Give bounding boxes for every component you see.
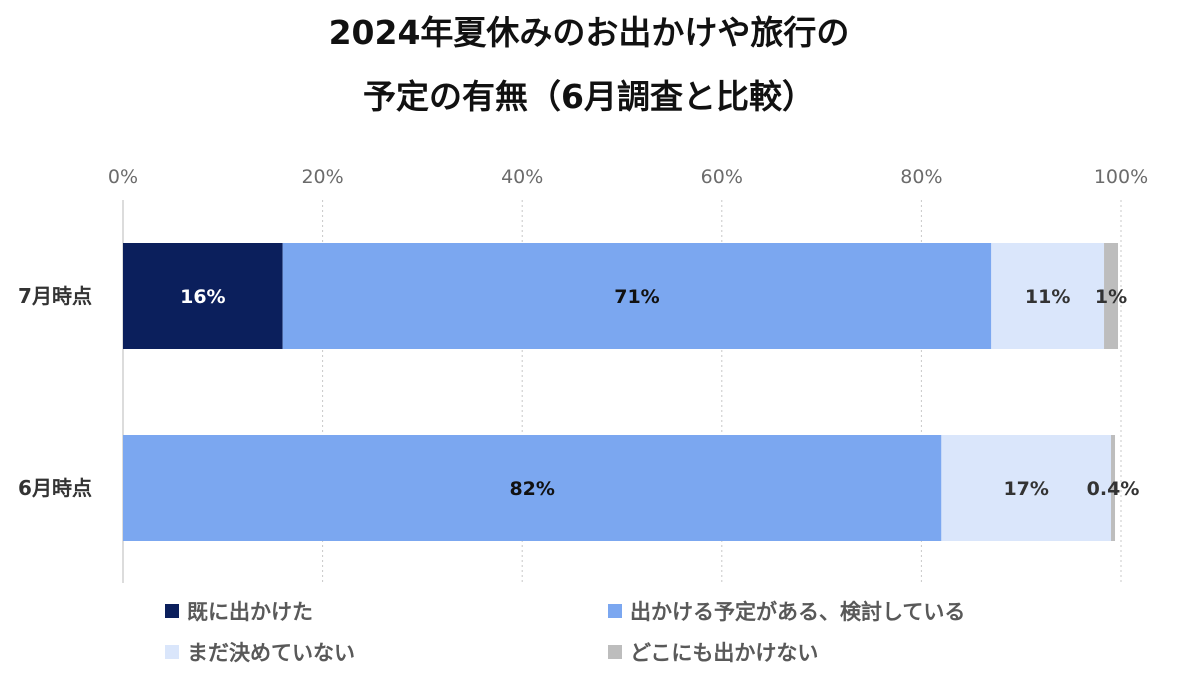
x-axis-tick-labels: 0% 20% 40% 60% 80% 100% — [108, 166, 1148, 188]
chart-title: 2024年夏休みのお出かけや旅行の 予定の有無（6月調査と比較） — [329, 13, 850, 116]
bar-0-1 — [282, 243, 992, 349]
x-tick-label-4: 80% — [900, 166, 942, 188]
chart-title-line-2: 予定の有無（6月調査と比較） — [363, 77, 815, 116]
legend-swatch-1 — [608, 604, 622, 618]
x-tick-label-2: 40% — [501, 166, 543, 188]
bar-0-0 — [123, 243, 283, 349]
data-label-1-1: 82% — [509, 478, 554, 500]
data-label-1-3: 0.4% — [1087, 478, 1140, 500]
x-tick-label-5: 100% — [1094, 166, 1148, 188]
category-labels: 7月時点 6月時点 — [18, 284, 92, 500]
category-label-1: 6月時点 — [18, 476, 92, 500]
bar-1-3 — [1111, 435, 1116, 541]
legend-label-1: 出かける予定がある、検討している — [630, 600, 965, 624]
legend-swatch-3 — [608, 645, 622, 659]
bar-0-3 — [1104, 243, 1119, 349]
bars — [123, 243, 1119, 541]
legend-swatch-0 — [165, 604, 179, 618]
data-label-0-0: 16% — [180, 286, 225, 308]
legend-label-0: 既に出かけた — [187, 600, 313, 624]
data-label-0-2: 11% — [1025, 286, 1070, 308]
category-label-0: 7月時点 — [18, 284, 92, 308]
bar-1-1 — [123, 435, 942, 541]
data-label-1-2: 17% — [1003, 478, 1048, 500]
data-labels: 16% 71% 11% 1% 82% 17% 0.4% — [180, 286, 1139, 500]
bar-0-2 — [991, 243, 1105, 349]
x-tick-label-0: 0% — [108, 166, 138, 188]
data-label-0-3: 1% — [1095, 286, 1127, 308]
legend-label-2: まだ決めていない — [187, 641, 355, 665]
x-tick-label-3: 60% — [701, 166, 743, 188]
legend-label-3: どこにも出かけない — [630, 641, 818, 665]
legend-swatch-2 — [165, 645, 179, 659]
chart-title-line-1: 2024年夏休みのお出かけや旅行の — [329, 13, 850, 52]
bar-1-2 — [941, 435, 1112, 541]
data-label-0-1: 71% — [614, 286, 659, 308]
x-tick-label-1: 20% — [301, 166, 343, 188]
gridlines — [322, 200, 1122, 583]
